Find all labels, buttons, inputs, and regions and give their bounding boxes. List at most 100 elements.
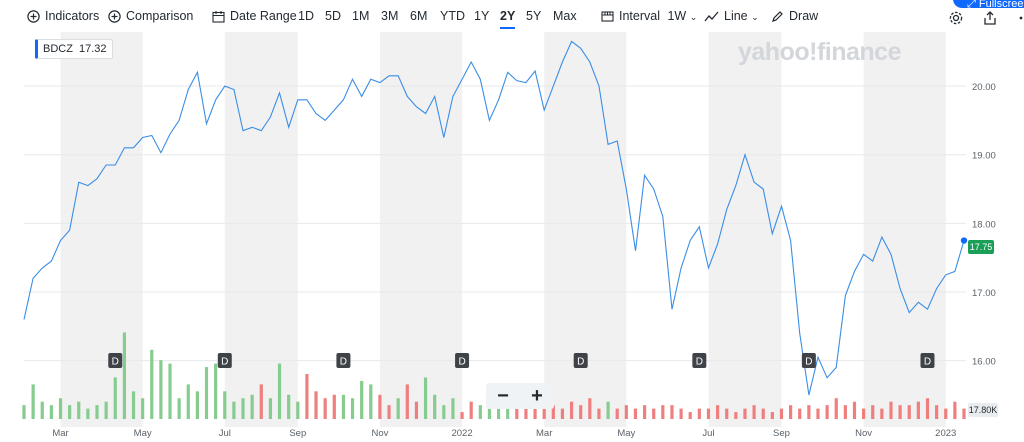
fullscreen-button[interactable]: ⤢ Fullscreen	[953, 0, 1024, 8]
range-3m[interactable]: 3M	[381, 9, 399, 23]
range-1d[interactable]: 1D	[298, 9, 314, 23]
volume-bar	[871, 405, 875, 419]
volume-bar	[360, 380, 364, 419]
x-tick-label: 2023	[935, 428, 956, 439]
y-tick-label: 18.00	[972, 219, 996, 230]
volume-bar	[186, 384, 190, 419]
y-tick-label: 17.00	[972, 288, 996, 299]
interval-button[interactable]: Interval 1W ⌄	[601, 8, 697, 25]
volume-bar	[789, 405, 793, 419]
last-price-dot	[960, 237, 968, 244]
dividend-marker[interactable]: D	[801, 353, 816, 368]
volume-bar	[935, 405, 939, 419]
volume-bar	[506, 401, 510, 419]
dividend-marker[interactable]: D	[336, 353, 351, 368]
volume-bar	[241, 398, 245, 419]
dividend-marker[interactable]: D	[455, 353, 470, 368]
y-tick-label: 20.00	[972, 82, 996, 93]
period-band	[224, 32, 298, 427]
volume-bar	[652, 408, 656, 419]
x-tick-label: Nov	[855, 428, 872, 439]
plus-circle-icon	[27, 10, 40, 23]
volume-bar	[122, 332, 126, 419]
date-range-label: Date Range	[230, 9, 297, 23]
volume-bar	[916, 401, 920, 419]
indicators-button[interactable]: Indicators	[27, 8, 99, 24]
x-tick-label: 2022	[451, 428, 472, 439]
indicators-label: Indicators	[45, 9, 100, 23]
volume-bar	[113, 377, 117, 419]
x-tick-label: Mar	[536, 428, 552, 439]
volume-bar	[332, 394, 336, 419]
volume-bar	[22, 405, 26, 419]
range-1m[interactable]: 1M	[352, 9, 370, 23]
svg-text:D: D	[340, 357, 347, 368]
volume-bar	[250, 394, 254, 419]
volume-bar	[214, 363, 218, 419]
interval-value: 1W	[667, 9, 687, 23]
range-6m[interactable]: 6M	[410, 9, 428, 23]
volume-bar	[296, 401, 300, 419]
settings-icon[interactable]	[948, 10, 964, 26]
calendar-icon	[212, 11, 225, 23]
volume-bar	[223, 391, 227, 419]
volume-bar	[314, 391, 318, 419]
x-tick-label: Sep	[289, 428, 306, 439]
period-band	[60, 32, 143, 427]
range-max[interactable]: Max	[553, 9, 577, 23]
symbol-badge[interactable]: BDCZ 17.32	[35, 39, 114, 59]
period-band	[708, 32, 782, 427]
range-1y[interactable]: 1Y	[474, 9, 490, 23]
range-ytd[interactable]: YTD	[440, 9, 465, 23]
fullscreen-label: Fullscreen	[978, 0, 1024, 8]
zoom-out-button[interactable]: −	[497, 385, 509, 407]
dividend-marker[interactable]: D	[217, 353, 232, 368]
volume-bar	[925, 398, 930, 419]
dividend-marker[interactable]: D	[920, 353, 935, 368]
interval-icon	[601, 11, 614, 22]
volume-bar	[825, 405, 829, 419]
range-5d[interactable]: 5D	[325, 9, 341, 23]
volume-bar	[834, 398, 838, 419]
volume-bar	[551, 405, 555, 419]
price-chart[interactable]: 16.00 17.00 18.00 19.00 20.00 Mar May Jul Sep No…	[0, 32, 1024, 442]
volume-bar	[287, 394, 291, 419]
chart-type-button[interactable]: Line ⌄	[704, 8, 759, 25]
range-2y[interactable]: 2Y	[500, 9, 516, 29]
volume-bar	[816, 408, 820, 419]
dividend-marker[interactable]: D	[573, 353, 588, 368]
range-5y[interactable]: 5Y	[526, 9, 542, 23]
volume-bar	[414, 401, 419, 419]
volume-bar	[378, 394, 382, 419]
date-range-button[interactable]: Date Range	[212, 8, 297, 24]
dividend-marker[interactable]: D	[692, 353, 707, 368]
volume-bar	[305, 374, 309, 419]
svg-text:D: D	[924, 357, 931, 368]
svg-text:D: D	[577, 357, 584, 368]
draw-button[interactable]: Draw	[771, 8, 818, 24]
comparison-label: Comparison	[126, 9, 194, 23]
share-icon[interactable]	[982, 10, 998, 26]
chevron-down-icon: ⌄	[751, 12, 759, 22]
x-tick-label: Jul	[702, 428, 714, 439]
volume-bar	[387, 405, 391, 419]
volume-bar	[141, 398, 145, 419]
volume-bar	[268, 398, 273, 419]
volume-bar	[615, 408, 619, 419]
pencil-icon	[772, 11, 783, 22]
dividend-marker[interactable]: D	[108, 353, 123, 368]
interval-label: Interval	[619, 9, 660, 23]
volume-bar	[944, 408, 948, 419]
zoom-in-button[interactable]: +	[531, 385, 543, 407]
volume-bar	[688, 412, 692, 419]
more-icon[interactable]	[1013, 10, 1024, 26]
volume-bar	[177, 398, 181, 419]
volume-bar	[77, 401, 81, 419]
draw-label: Draw	[789, 9, 819, 23]
comparison-button[interactable]: Comparison	[108, 8, 193, 24]
x-tick-label: Jul	[219, 428, 231, 439]
volume-bar	[898, 405, 902, 419]
volume-bar	[606, 401, 610, 419]
svg-text:D: D	[458, 357, 465, 368]
volume-bar	[159, 360, 163, 419]
